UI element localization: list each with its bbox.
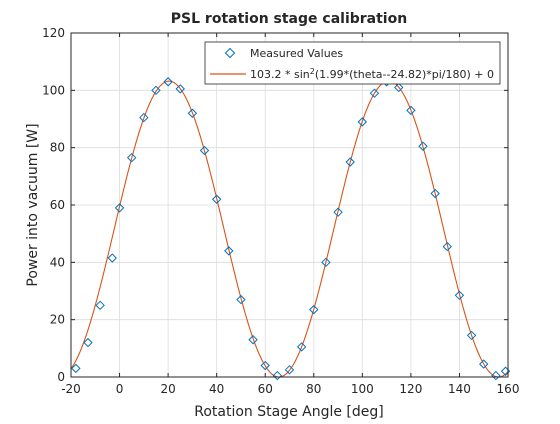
x-tick-label: -20 (61, 382, 81, 396)
data-point-marker (442, 241, 453, 252)
data-point-marker (430, 188, 440, 199)
data-point-marker (95, 300, 105, 311)
legend-label-measured: Measured Values (250, 47, 343, 60)
data-point-marker (224, 246, 234, 256)
data-point-marker (139, 112, 149, 123)
data-point-marker (479, 359, 489, 369)
x-axis-label: Rotation Stage Angle [deg] (194, 404, 384, 420)
data-point-marker (345, 157, 355, 167)
data-point-marker (418, 141, 428, 151)
data-point-marker (406, 105, 416, 116)
y-tick-label: 120 (42, 26, 65, 40)
x-tick-label: 40 (209, 382, 224, 396)
data-point-marker (272, 370, 283, 381)
x-tick-label: 0 (116, 382, 124, 396)
y-tick-label: 80 (50, 141, 65, 155)
data-point-marker (260, 360, 270, 371)
y-axis-label: Power into vacuum [W] (25, 123, 41, 286)
y-tick-label: 100 (42, 83, 65, 97)
y-tick-label: 0 (57, 370, 65, 384)
x-tick-label: 20 (160, 382, 175, 396)
x-tick-label: 80 (306, 382, 321, 396)
data-markers (71, 77, 511, 381)
x-tick-label: 100 (351, 382, 374, 396)
data-point-marker (236, 294, 246, 305)
data-point-marker (211, 194, 222, 204)
data-point-marker (71, 363, 81, 374)
data-point-marker (284, 365, 295, 375)
data-point-marker (333, 207, 343, 217)
data-point-marker (321, 257, 331, 268)
data-point-marker (296, 342, 307, 352)
legend-box (204, 41, 501, 85)
data-point-marker (107, 253, 117, 263)
data-point-marker (163, 77, 173, 87)
data-point-marker (83, 337, 93, 348)
data-point-marker (309, 304, 319, 315)
legend: Measured Values 103.2 * sin2(1.99*(theta… (204, 41, 501, 85)
x-tick-label: 160 (497, 382, 520, 396)
data-point-marker (187, 108, 198, 118)
legend-marker-icon (224, 47, 236, 59)
legend-label-fit: 103.2 * sin2(1.99*(theta--24.82)*pi/180)… (250, 67, 494, 81)
chart-title: PSL rotation stage calibration (171, 11, 407, 27)
data-point-marker (369, 88, 380, 98)
data-point-marker (175, 84, 185, 94)
x-tick-label: 140 (448, 382, 471, 396)
y-tick-label: 40 (50, 255, 65, 269)
x-tick-label: 120 (399, 382, 422, 396)
data-point-marker (454, 290, 465, 301)
y-tick-label: 20 (50, 313, 65, 327)
data-point-marker (114, 203, 125, 213)
fit-line (70, 80, 509, 378)
data-point-marker (394, 82, 404, 93)
data-point-marker (466, 330, 477, 341)
data-point-marker (248, 335, 258, 345)
y-tick-label: 60 (50, 198, 65, 212)
data-point-marker (357, 117, 368, 127)
data-point-marker (199, 145, 210, 156)
data-point-marker (126, 152, 137, 163)
data-point-marker (151, 85, 161, 96)
fit-curve (70, 80, 509, 378)
x-tick-label: 60 (258, 382, 273, 396)
data-point-marker (491, 370, 501, 381)
